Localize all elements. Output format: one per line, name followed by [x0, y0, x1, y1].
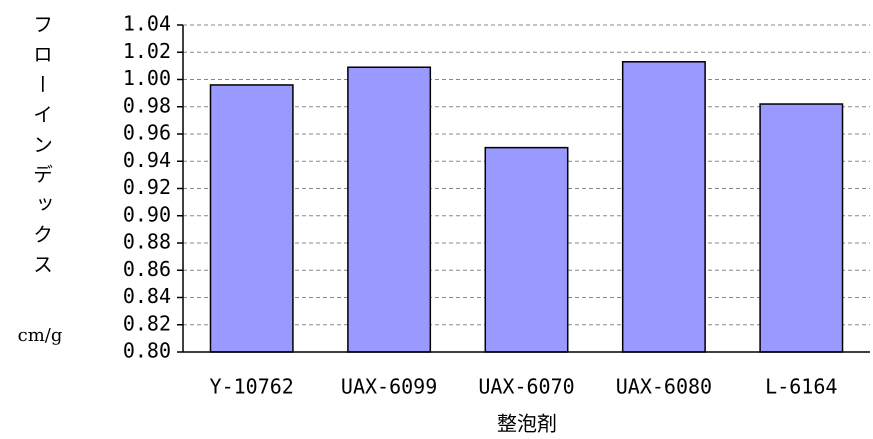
- y-axis-unit: cm/g: [18, 325, 63, 346]
- y-tick-label: 0.96: [123, 121, 171, 145]
- bar: [347, 66, 432, 353]
- x-tick-label: Y-10762: [210, 375, 294, 399]
- y-axis-label: フローインデックス: [30, 14, 54, 284]
- x-tick-label: UAX-6070: [478, 375, 574, 399]
- y-tick-label: 0.84: [123, 284, 171, 308]
- y-tick-label: 1.04: [123, 12, 171, 36]
- y-tick-label: 1.00: [123, 66, 171, 90]
- y-tick-label: 0.92: [123, 175, 171, 199]
- y-tick-label: 0.90: [123, 202, 171, 226]
- x-tick-label: UAX-6080: [616, 375, 712, 399]
- y-tick-label: 1.02: [123, 39, 171, 63]
- bar: [484, 146, 569, 353]
- y-tick-label: 0.94: [123, 148, 171, 172]
- x-tick-label: UAX-6099: [341, 375, 437, 399]
- bar: [759, 103, 844, 353]
- x-tick-label: L-6164: [765, 375, 837, 399]
- bar: [209, 84, 294, 353]
- y-tick-label: 0.98: [123, 93, 171, 117]
- y-tick-label: 0.86: [123, 257, 171, 281]
- y-tick-label: 0.80: [123, 339, 171, 363]
- bar: [621, 61, 706, 353]
- x-axis-label: 整泡剤: [497, 412, 557, 436]
- y-tick-label: 0.88: [123, 230, 171, 254]
- y-tick-label: 0.82: [123, 311, 171, 335]
